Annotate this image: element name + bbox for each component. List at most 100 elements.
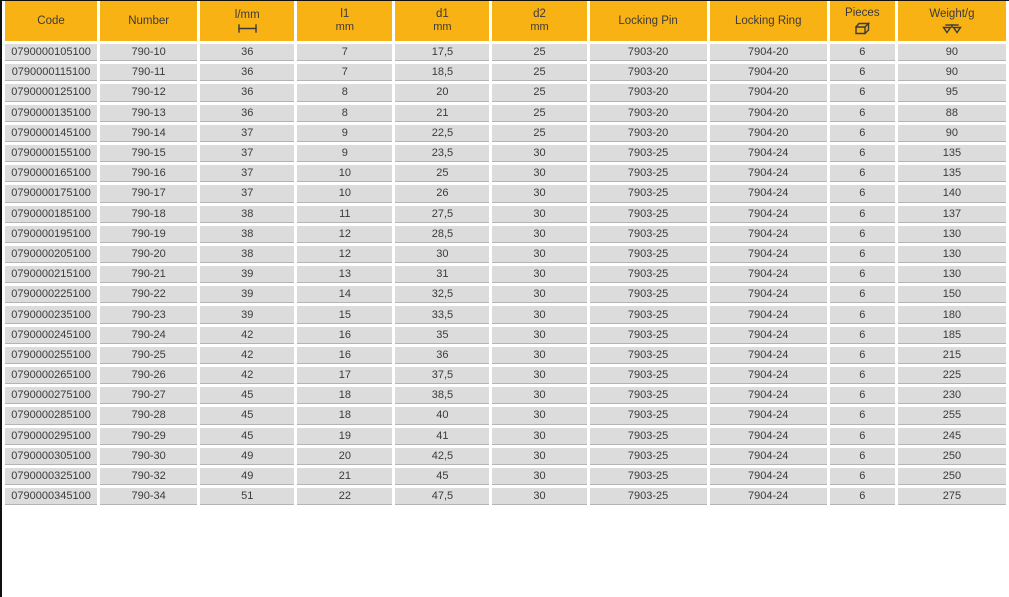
column-header-l1-mm: l1 mm — [297, 1, 393, 41]
cell-number: 790-26 — [100, 364, 198, 385]
cell-d1-mm: 36 — [395, 343, 490, 364]
column-header-l-mm: l/mm — [200, 1, 295, 41]
cell-d2-mm: 30 — [492, 162, 587, 183]
cell-d2-mm: 30 — [492, 222, 587, 243]
cell-locking-ring: 7904-24 — [709, 323, 827, 344]
cell-d2-mm: 25 — [492, 121, 587, 142]
table-row: 0790000265100 790-26 42 17 37,5 30 7903-… — [5, 364, 1006, 385]
cell-pieces: 6 — [829, 101, 895, 122]
cell-number: 790-23 — [100, 303, 198, 324]
cell-locking-ring: 7904-24 — [709, 464, 827, 486]
cell-l-mm: 38 — [200, 202, 295, 223]
column-label: Locking Ring — [734, 14, 802, 27]
table-row: 0790000205100 790-20 38 12 30 30 7903-25… — [5, 242, 1006, 264]
cell-d2-mm: 25 — [492, 101, 587, 122]
cell-number: 790-19 — [100, 222, 198, 243]
table-row: 0790000175100 790-17 37 10 26 30 7903-25… — [5, 182, 1006, 203]
cell-number: 790-13 — [100, 101, 198, 122]
cell-l1-mm: 12 — [297, 222, 393, 243]
cell-l-mm: 49 — [200, 464, 295, 486]
cell-pieces: 6 — [829, 41, 895, 62]
cell-locking-ring: 7904-24 — [709, 303, 827, 324]
table-row: 0790000145100 790-14 37 9 22,5 25 7903-2… — [5, 121, 1006, 142]
cell-locking-ring: 7904-24 — [709, 424, 827, 445]
cell-d2-mm: 30 — [492, 485, 587, 506]
cell-locking-ring: 7904-24 — [709, 404, 827, 425]
table-row: 0790000155100 790-15 37 9 23,5 30 7903-2… — [5, 141, 1006, 163]
cell-locking-pin: 7903-25 — [589, 404, 707, 425]
cell-number: 790-28 — [100, 404, 198, 425]
cell-pieces: 6 — [829, 182, 895, 203]
column-label: Locking Pin — [618, 14, 678, 27]
cell-l-mm: 42 — [200, 343, 295, 364]
cell-number: 790-27 — [100, 384, 198, 405]
cell-weight: 180 — [897, 303, 1006, 324]
cell-code: 0790000185100 — [5, 202, 98, 223]
cell-l1-mm: 13 — [297, 263, 393, 284]
cell-d1-mm: 31 — [395, 263, 490, 284]
length-icon — [200, 24, 294, 33]
cell-l-mm: 38 — [200, 242, 295, 264]
cell-locking-pin: 7903-25 — [589, 364, 707, 385]
cell-d2-mm: 25 — [492, 41, 587, 62]
cell-l-mm: 39 — [200, 303, 295, 324]
cell-locking-ring: 7904-20 — [709, 121, 827, 142]
column-unit: mm — [433, 21, 452, 33]
cell-l1-mm: 7 — [297, 61, 393, 82]
cell-weight: 137 — [897, 202, 1006, 223]
cell-code: 0790000145100 — [5, 121, 98, 142]
cell-weight: 90 — [897, 121, 1006, 142]
column-header-d1-mm: d1 mm — [395, 1, 490, 41]
cell-locking-pin: 7903-20 — [589, 41, 707, 62]
cell-d1-mm: 28,5 — [395, 222, 490, 243]
cell-weight: 130 — [897, 222, 1006, 243]
table-row: 0790000135100 790-13 36 8 21 25 7903-20 … — [5, 101, 1006, 122]
table-row: 0790000215100 790-21 39 13 31 30 7903-25… — [5, 263, 1006, 284]
cell-number: 790-24 — [100, 323, 198, 344]
cell-l-mm: 38 — [200, 222, 295, 243]
cell-l-mm: 37 — [200, 182, 295, 203]
cell-weight: 135 — [897, 162, 1006, 183]
cell-locking-ring: 7904-24 — [709, 222, 827, 243]
cell-pieces: 6 — [829, 81, 895, 102]
cell-weight: 215 — [897, 343, 1006, 364]
cell-number: 790-30 — [100, 444, 198, 465]
cell-weight: 88 — [897, 101, 1006, 122]
cell-d2-mm: 30 — [492, 424, 587, 445]
cell-code: 0790000235100 — [5, 303, 98, 324]
cell-pieces: 6 — [829, 485, 895, 506]
cell-pieces: 6 — [829, 424, 895, 445]
cell-locking-pin: 7903-25 — [589, 182, 707, 203]
cell-locking-ring: 7904-20 — [709, 101, 827, 122]
cell-l-mm: 36 — [200, 41, 295, 62]
cell-locking-pin: 7903-25 — [589, 202, 707, 223]
cell-locking-pin: 7903-25 — [589, 283, 707, 304]
cell-l-mm: 49 — [200, 444, 295, 465]
cell-locking-ring: 7904-24 — [709, 242, 827, 264]
cell-locking-ring: 7904-24 — [709, 263, 827, 284]
table-row: 0790000225100 790-22 39 14 32,5 30 7903-… — [5, 283, 1006, 304]
cell-d2-mm: 25 — [492, 61, 587, 82]
column-label: l1 — [340, 8, 350, 20]
cell-code: 0790000265100 — [5, 364, 98, 385]
cell-number: 790-17 — [100, 182, 198, 203]
cell-d2-mm: 30 — [492, 141, 587, 163]
cell-l-mm: 37 — [200, 141, 295, 163]
cell-code: 0790000195100 — [5, 222, 98, 243]
cell-l1-mm: 9 — [297, 121, 393, 142]
cell-locking-pin: 7903-25 — [589, 141, 707, 163]
column-label: Number — [128, 14, 170, 27]
cell-d1-mm: 30 — [395, 242, 490, 264]
cell-number: 790-12 — [100, 81, 198, 102]
cell-number: 790-16 — [100, 162, 198, 183]
cell-code: 0790000135100 — [5, 101, 98, 122]
cell-pieces: 6 — [829, 283, 895, 304]
cell-d1-mm: 32,5 — [395, 283, 490, 304]
cell-locking-pin: 7903-20 — [589, 81, 707, 102]
cell-d1-mm: 35 — [395, 323, 490, 344]
cell-pieces: 6 — [829, 61, 895, 82]
cell-weight: 140 — [897, 182, 1006, 203]
table-row: 0790000185100 790-18 38 11 27,5 30 7903-… — [5, 202, 1006, 223]
cell-locking-pin: 7903-25 — [589, 242, 707, 264]
cell-l1-mm: 15 — [297, 303, 393, 324]
